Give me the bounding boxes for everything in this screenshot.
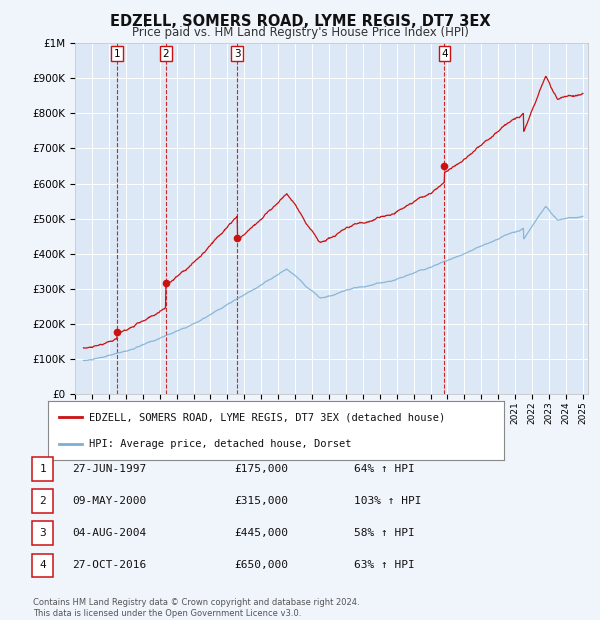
Text: 4: 4 [441,48,448,59]
Text: 1: 1 [39,464,46,474]
Text: 63% ↑ HPI: 63% ↑ HPI [354,560,415,570]
Text: £650,000: £650,000 [234,560,288,570]
Text: 27-OCT-2016: 27-OCT-2016 [72,560,146,570]
Text: 103% ↑ HPI: 103% ↑ HPI [354,496,421,506]
Text: 58% ↑ HPI: 58% ↑ HPI [354,528,415,538]
Text: 09-MAY-2000: 09-MAY-2000 [72,496,146,506]
Text: 27-JUN-1997: 27-JUN-1997 [72,464,146,474]
Text: 04-AUG-2004: 04-AUG-2004 [72,528,146,538]
Text: Price paid vs. HM Land Registry's House Price Index (HPI): Price paid vs. HM Land Registry's House … [131,26,469,39]
Text: EDZELL, SOMERS ROAD, LYME REGIS, DT7 3EX (detached house): EDZELL, SOMERS ROAD, LYME REGIS, DT7 3EX… [89,412,445,422]
Text: £445,000: £445,000 [234,528,288,538]
Text: 3: 3 [39,528,46,538]
Text: 2: 2 [39,496,46,506]
Text: 3: 3 [234,48,241,59]
Text: 2: 2 [163,48,169,59]
Text: 4: 4 [39,560,46,570]
Text: 1: 1 [114,48,121,59]
Text: EDZELL, SOMERS ROAD, LYME REGIS, DT7 3EX: EDZELL, SOMERS ROAD, LYME REGIS, DT7 3EX [110,14,490,29]
Text: HPI: Average price, detached house, Dorset: HPI: Average price, detached house, Dors… [89,439,352,449]
Text: Contains HM Land Registry data © Crown copyright and database right 2024.
This d: Contains HM Land Registry data © Crown c… [33,598,359,618]
Text: £175,000: £175,000 [234,464,288,474]
Text: £315,000: £315,000 [234,496,288,506]
Text: 64% ↑ HPI: 64% ↑ HPI [354,464,415,474]
